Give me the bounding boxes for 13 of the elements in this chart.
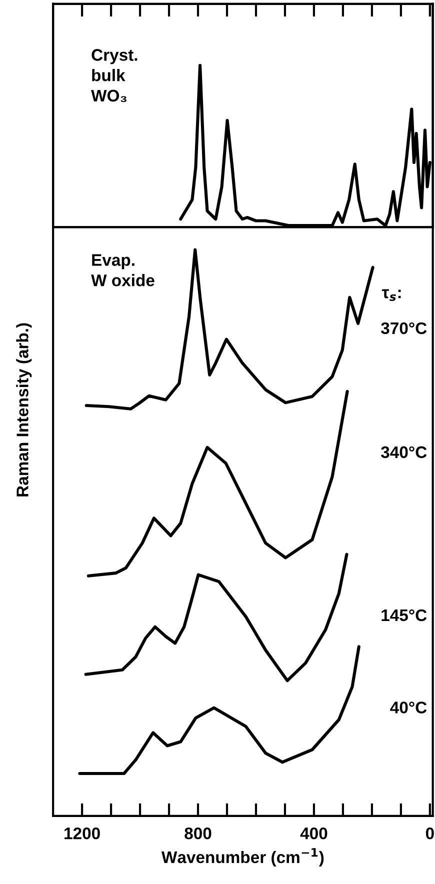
x-tick-label: 0 bbox=[426, 827, 434, 840]
x-tick-label: 800 bbox=[184, 827, 212, 840]
text: 40°C bbox=[390, 702, 427, 714]
series-label: 370°C bbox=[381, 322, 427, 334]
annotation: τ$_{s}$: bbox=[382, 289, 401, 302]
annotation: Evap. W oxide bbox=[91, 254, 154, 286]
annotation: Cryst. bulk WO₃ bbox=[91, 49, 138, 102]
text: 340°C bbox=[381, 446, 427, 458]
x-axis-title: Wavenumber (cm$^{−1}$) bbox=[161, 848, 324, 866]
text: 145°C bbox=[382, 609, 427, 622]
y-axis-title: Raman Intensity (arb.) bbox=[16, 323, 32, 496]
x-tick-label: 1200 bbox=[64, 827, 100, 840]
x-tick-label: 400 bbox=[300, 827, 328, 840]
